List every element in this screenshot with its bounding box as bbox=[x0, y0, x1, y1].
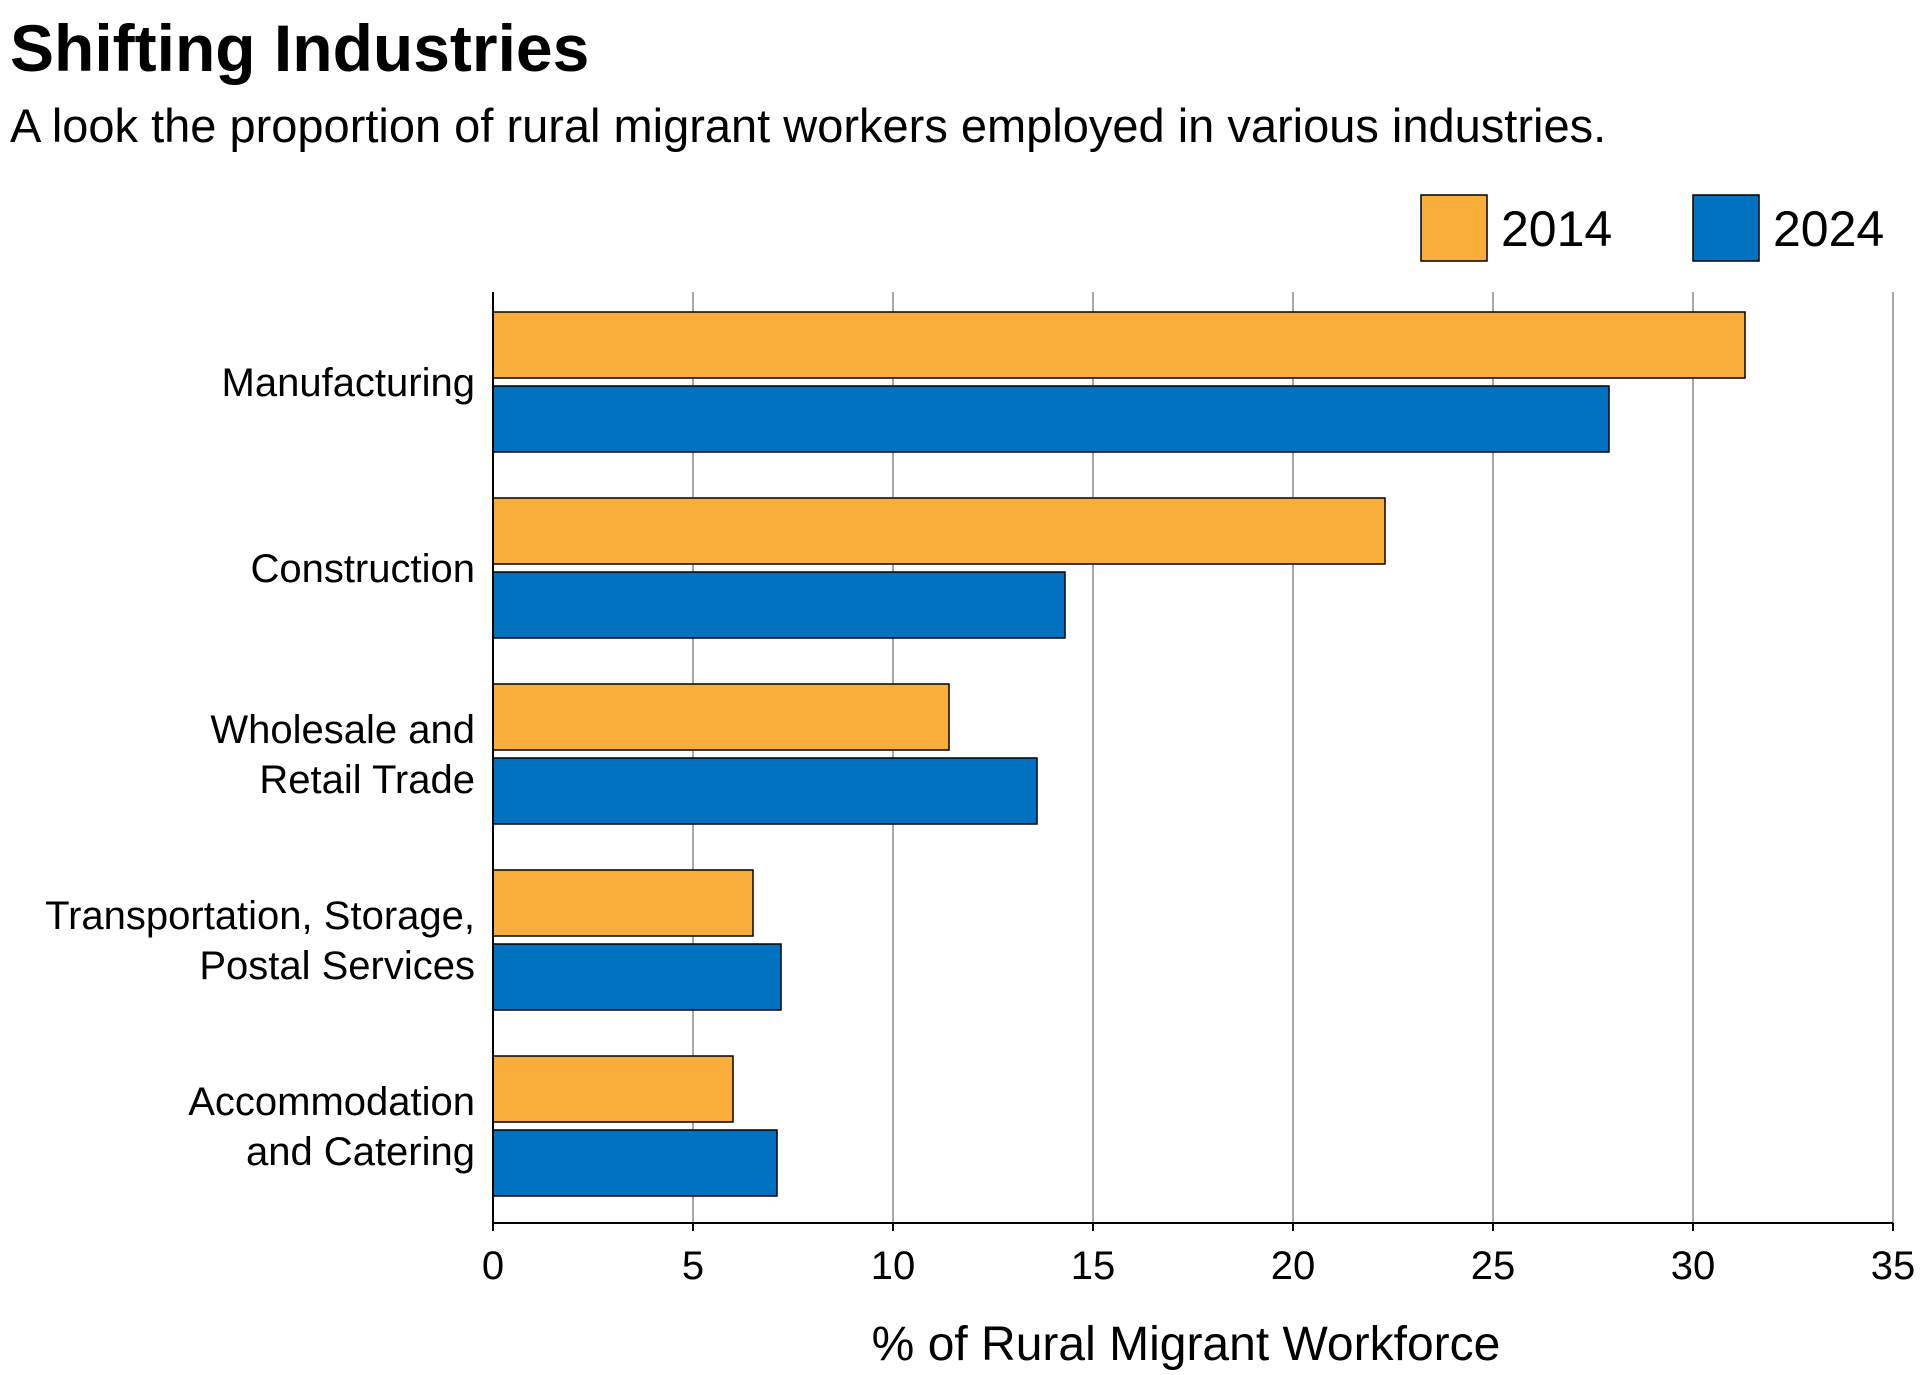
bar-2014-3 bbox=[492, 869, 754, 937]
legend-label-2024: 2024 bbox=[1773, 201, 1884, 257]
bar-2014-1 bbox=[492, 497, 1386, 565]
category-label-line: Transportation, Storage, bbox=[45, 894, 475, 938]
x-tick-labels: 0 5 10 15 20 25 30 35 bbox=[482, 1244, 1915, 1288]
bar-2024-3 bbox=[492, 943, 782, 1011]
category-labels: Manufacturing Construction Wholesale and Re… bbox=[45, 361, 475, 1174]
bar-2014-4 bbox=[492, 1055, 734, 1123]
x-axis-label: % of Rural Migrant Workforce bbox=[872, 1318, 1501, 1371]
legend-label-2014: 2014 bbox=[1501, 201, 1612, 257]
legend: 2014 2024 bbox=[1420, 194, 1884, 262]
bar-2024-0 bbox=[492, 385, 1610, 453]
category-label-line: Construction bbox=[250, 547, 475, 591]
legend-swatch-2014 bbox=[1420, 194, 1488, 262]
legend-swatch-2024 bbox=[1692, 194, 1760, 262]
x-tick-label: 10 bbox=[871, 1244, 916, 1288]
category-label-line: Wholesale and bbox=[210, 708, 475, 752]
category-label: Wholesale and Retail Trade bbox=[210, 708, 475, 802]
bar-2024-4 bbox=[492, 1129, 778, 1197]
x-tick-label: 20 bbox=[1271, 1244, 1316, 1288]
category-label-line: Accommodation bbox=[188, 1080, 475, 1124]
category-label: Construction bbox=[250, 547, 475, 591]
chart-subtitle: A look the proportion of rural migrant w… bbox=[10, 99, 1607, 152]
x-tick-label: 25 bbox=[1471, 1244, 1516, 1288]
category-label-line: and Catering bbox=[246, 1130, 475, 1174]
category-label-line: Postal Services bbox=[199, 944, 475, 988]
category-label-line: Retail Trade bbox=[259, 758, 475, 802]
bar-2014-2 bbox=[492, 683, 950, 751]
category-label-line: Manufacturing bbox=[222, 361, 475, 405]
x-tick-label: 30 bbox=[1671, 1244, 1716, 1288]
category-label: Accommodation and Catering bbox=[188, 1080, 475, 1174]
category-label: Transportation, Storage, Postal Services bbox=[45, 894, 475, 988]
category-label: Manufacturing bbox=[222, 361, 475, 405]
bar-2014-0 bbox=[492, 311, 1746, 379]
bar-2024-1 bbox=[492, 571, 1066, 639]
bar-2024-2 bbox=[492, 757, 1038, 825]
chart-title: Shifting Industries bbox=[10, 11, 590, 85]
x-tick-label: 35 bbox=[1871, 1244, 1916, 1288]
x-tick-label: 15 bbox=[1071, 1244, 1116, 1288]
bars bbox=[492, 311, 1746, 1197]
axes bbox=[492, 292, 1894, 1231]
x-tick-label: 0 bbox=[482, 1244, 504, 1288]
x-tick-label: 5 bbox=[682, 1244, 704, 1288]
